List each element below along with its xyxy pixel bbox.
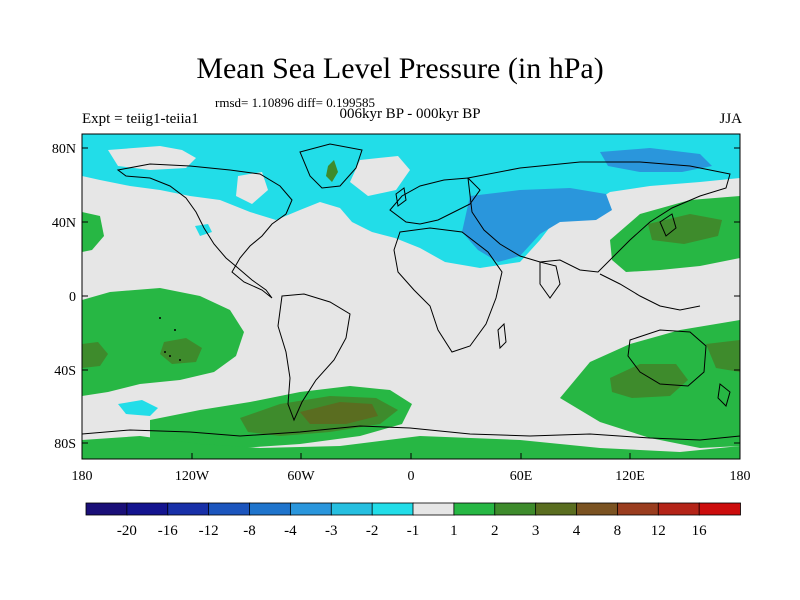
neg-region-pacific-small [195,224,212,236]
x-tick-120E: 120E [615,469,645,484]
colorbar-swatch [576,502,619,516]
colorbar-label: -8 [243,523,256,539]
coast-south-america [277,293,351,422]
colorbar-swatch [453,502,496,516]
colorbar-label: -12 [199,523,219,539]
colorbar-label: -3 [325,523,338,539]
x-axis [81,453,741,459]
coast-uk [395,187,407,207]
neg-region-arctic-gap3 [236,172,268,204]
pos-region-south-pacific-core1 [82,342,108,368]
y-tick-0: 0 [69,290,76,305]
colorbar-label: -4 [284,523,297,539]
pos-region-north-pacific-core [648,214,722,244]
neg-region-arctic-gap1 [108,146,196,170]
coastlines [82,143,740,441]
colorbar-label: 12 [651,523,666,539]
y-tick-80N: 80N [52,142,76,157]
coast-north-america [116,163,293,299]
colorbar-swatch [535,502,578,516]
colorbar-swatch [289,502,333,516]
map-field [82,134,740,459]
colorbar-swatch [330,502,374,516]
colorbar-label: 1 [450,523,458,539]
colorbar-swatch [698,502,741,516]
coast-greenland [299,143,363,189]
x-tick-180-left: 180 [72,469,93,484]
colorbar-swatch [126,502,169,516]
x-tick-0: 0 [408,469,415,484]
plot-title: Mean Sea Level Pressure (in hPa) [196,52,604,85]
coast-antarctica [82,425,740,441]
period-label: 006kyr BP - 000kyr BP [339,106,481,122]
coast-india [539,261,561,299]
pos-region-antarctic-strip [82,436,740,459]
pos-region-south-atlantic-peak [300,402,378,424]
colorbar-swatch [167,502,210,516]
antarctic-dots [159,317,181,361]
colorbar-swatch [371,502,414,516]
pos-region-south-pacific [82,288,244,396]
pos-region-australia-east [706,340,740,372]
colorbar-label: 4 [573,523,581,539]
colorbar-label: 2 [491,523,499,539]
x-tick-180-right: 180 [730,469,751,484]
coast-se-asia [599,273,701,311]
y-tick-40N: 40N [52,216,76,231]
y-tick-80S: 80S [54,437,76,452]
coast-new-zealand [717,383,731,407]
colorbar-swatch [249,502,292,516]
neg-region-arctic-gap2 [350,156,410,196]
coast-japan [659,213,677,237]
pos-region-indian-core [610,364,688,398]
colorbar-swatch [85,502,128,516]
colorbar-swatch [412,502,455,516]
neg-region-southern [118,400,158,416]
colorbar-label: 8 [614,523,622,539]
colorbar-label: -2 [366,523,379,539]
coast-madagascar [497,322,507,350]
y-axis [82,147,740,444]
colorbar-swatch [208,502,251,516]
colorbar-label: -20 [117,523,137,539]
colorbar-swatch [616,502,660,516]
pos-region-south-pacific-core2 [160,338,202,364]
experiment-label: Expt = teiig1-teiia1 [82,111,199,127]
colorbar: -20 -16 -12 -8 -4 -3 -2 -1 1 2 3 4 8 12 16 [85,502,741,539]
stats-text: rmsd= 1.10896 diff= 0.199585 [215,95,375,110]
coast-africa [393,227,503,353]
colorbar-label: 3 [532,523,540,539]
coast-australia [627,329,707,387]
colorbar-label: -16 [158,523,178,539]
neg-region-arctic [82,134,740,268]
x-tick-120W: 120W [175,469,210,484]
pos-region-greenland-spot [326,160,338,182]
coast-asia [467,161,731,273]
season-label: JJA [719,111,742,127]
coast-europe [389,177,481,225]
colorbar-swatch [657,502,701,516]
colorbar-swatch [494,502,537,516]
x-tick-60W: 60W [287,469,315,484]
colorbar-label: -1 [407,523,420,539]
x-tick-60E: 60E [510,469,533,484]
y-tick-40S: 40S [54,364,76,379]
colorbar-label: 16 [692,523,708,539]
